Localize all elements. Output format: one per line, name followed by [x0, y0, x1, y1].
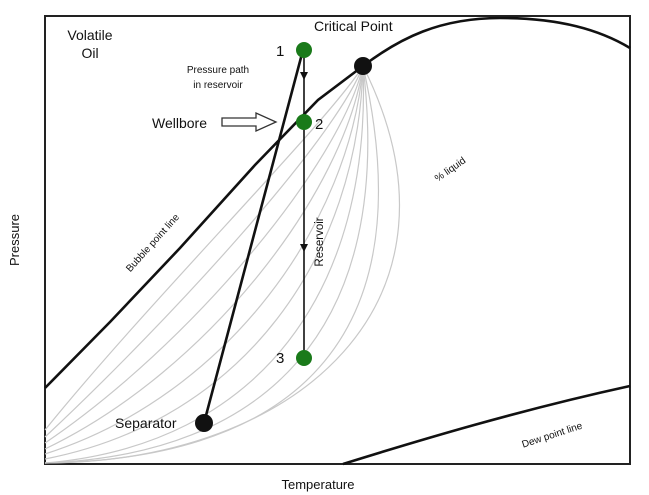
quality-line [44, 65, 401, 464]
plot-frame [44, 15, 631, 465]
critical-point-label: Critical Point [314, 18, 393, 34]
pressure-path-label: Pressure path [187, 65, 249, 76]
separator-marker [195, 414, 213, 432]
state-point-3 [296, 350, 312, 366]
envelope-top [362, 16, 631, 68]
state-point-1 [296, 42, 312, 58]
separator-path-line [202, 49, 305, 424]
y-axis-label: Pressure [7, 214, 22, 266]
fluid-type-label: Oil [81, 45, 98, 61]
quality-line [44, 65, 364, 455]
x-axis-label: Temperature [282, 477, 355, 492]
critical-point-marker [354, 57, 372, 75]
quality-line [44, 65, 364, 438]
reservoir-label: Reservoir [314, 217, 326, 266]
quality-line [44, 65, 364, 450]
fluid-type-label: Volatile [67, 27, 112, 43]
wellbore-label: Wellbore [152, 115, 207, 131]
quality-line [44, 65, 364, 460]
point-3-label: 3 [276, 350, 284, 367]
wellbore-arrow-icon [221, 111, 278, 133]
dew-point-line [342, 384, 631, 466]
separator-label: Separator [115, 415, 177, 431]
pressure-path-label: in reservoir [193, 80, 243, 91]
arrow-head-upper [300, 72, 308, 80]
quality-line [44, 65, 365, 464]
arrow-head-lower [300, 244, 308, 252]
state-point-2 [296, 114, 312, 130]
quality-line [44, 65, 364, 431]
bubble-point-line [44, 64, 364, 389]
point-1-label: 1 [276, 43, 284, 60]
quality-lines [44, 65, 401, 464]
point-2-label: 2 [315, 116, 323, 133]
